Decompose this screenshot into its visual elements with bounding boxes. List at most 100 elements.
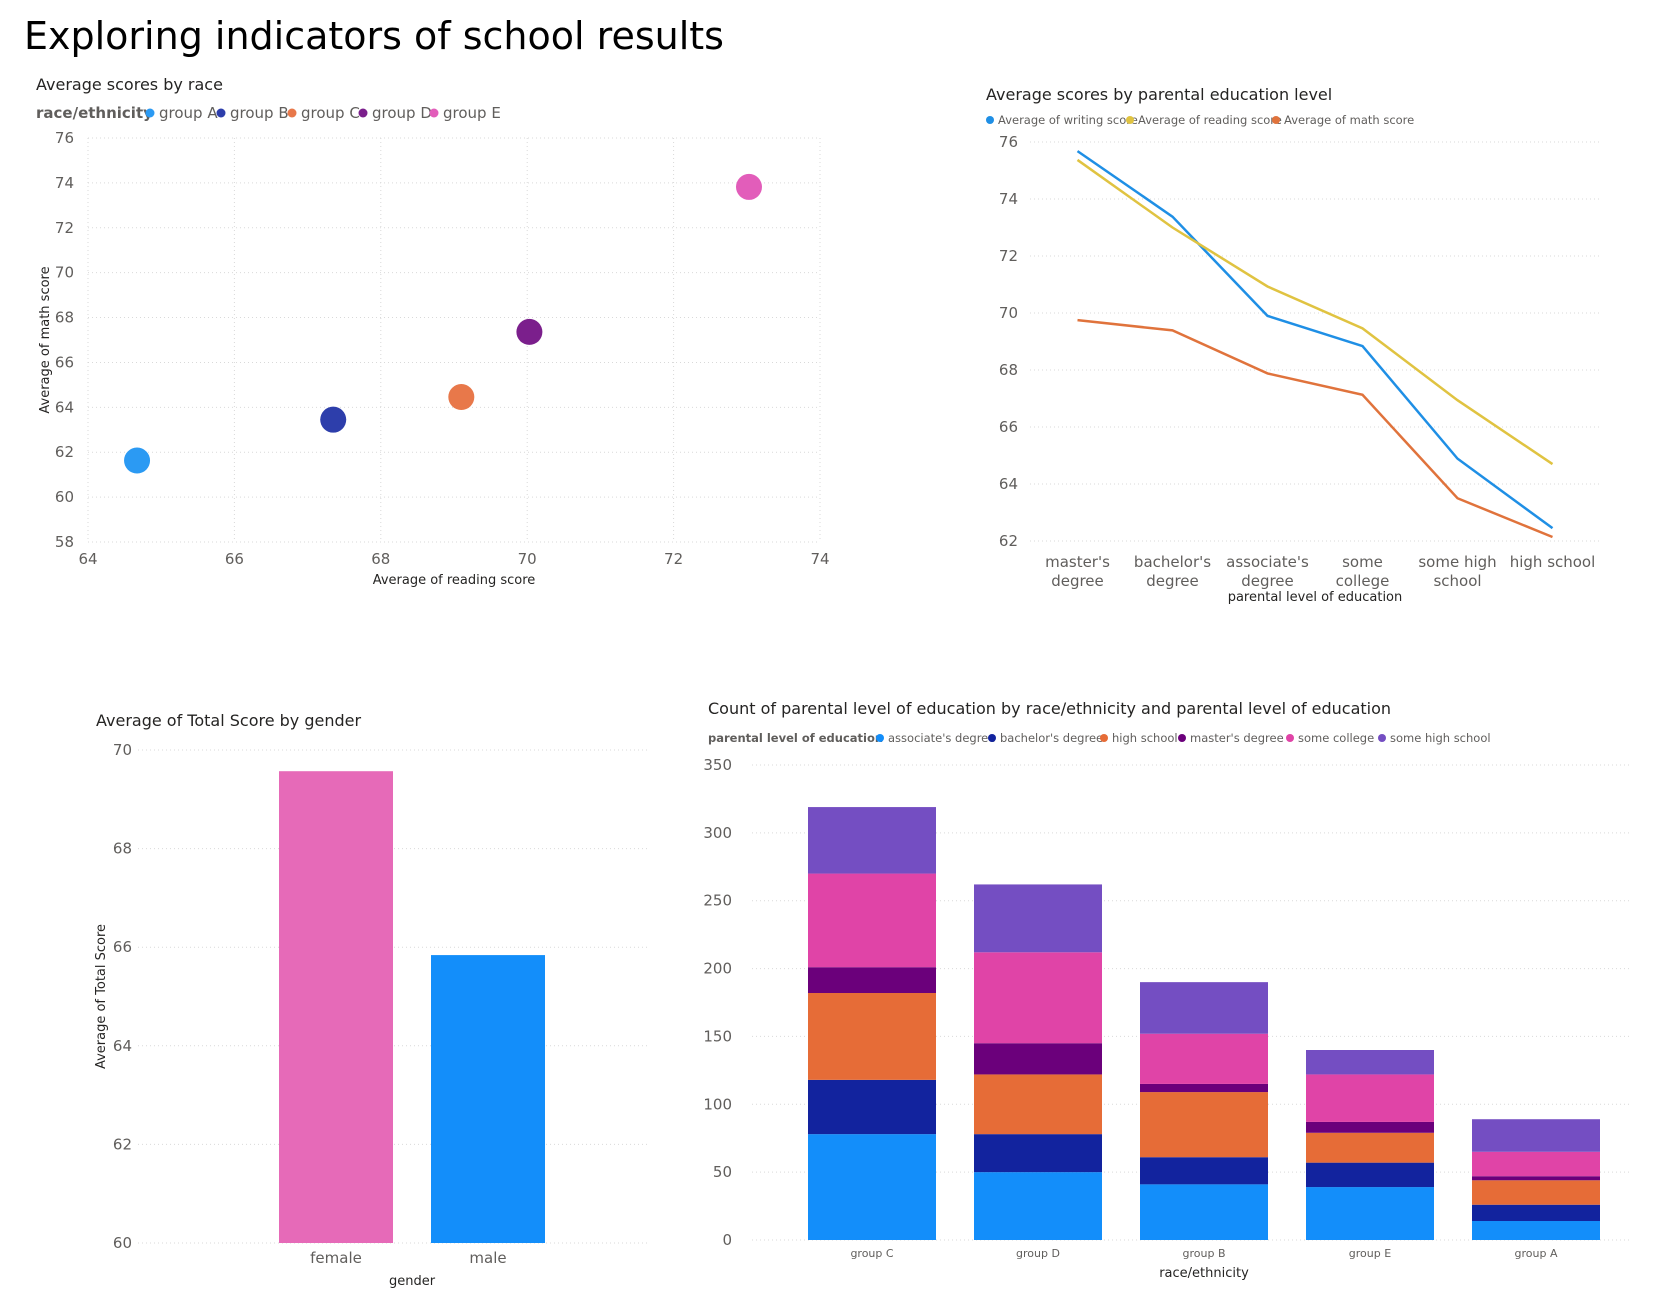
bar-title: Average of Total Score by gender bbox=[96, 711, 362, 730]
scatter-point-group-e bbox=[735, 173, 762, 200]
scatter-chart: Average scores by race race/ethnicity grou… bbox=[36, 75, 830, 588]
legend-label-average-of-reading-score: Average of reading score bbox=[1138, 113, 1282, 127]
legend-marker-bachelor-s-degree bbox=[988, 734, 996, 742]
x-tick-70: 70 bbox=[518, 550, 537, 568]
x-tick-male: male bbox=[469, 1249, 506, 1267]
y-tick-68: 68 bbox=[999, 361, 1018, 379]
stacked-bar-group-d-high-school bbox=[974, 1074, 1102, 1135]
stacked-bar-chart-visual[interactable]: Count of parental level of education by … bbox=[690, 690, 1640, 1290]
stacked-bar-group-b-associate-s-degree bbox=[1140, 1184, 1268, 1240]
legend-marker-group-e bbox=[429, 108, 439, 118]
y-tick-72: 72 bbox=[999, 247, 1018, 265]
stacked-bar-group-a-bachelor-s-degree bbox=[1472, 1204, 1600, 1221]
x-tick-group-e: group E bbox=[1349, 1247, 1391, 1260]
legend-marker-some-high-school bbox=[1378, 734, 1386, 742]
legend-label-group-c: group C bbox=[301, 104, 360, 122]
y-axis-title: Average of math score bbox=[38, 266, 53, 413]
legend-label-group-e: group E bbox=[443, 104, 501, 122]
legend-marker-group-d bbox=[358, 108, 368, 118]
x-tick-group-b: group B bbox=[1183, 1247, 1226, 1260]
x-tick-68: 68 bbox=[371, 550, 390, 568]
y-tick-74: 74 bbox=[55, 174, 74, 192]
line-chart: Average scores by parental education lev… bbox=[986, 85, 1600, 605]
x-tick-some-college-line1: some bbox=[1342, 553, 1383, 571]
x-axis-title: gender bbox=[389, 1274, 436, 1289]
x-tick-associate-s-degree-line1: associate's bbox=[1226, 553, 1309, 571]
legend-label-master-s-degree: master's degree bbox=[1190, 731, 1284, 745]
legend-marker-group-c bbox=[287, 108, 297, 118]
y-tick-64: 64 bbox=[113, 1037, 132, 1055]
legend-marker-high-school bbox=[1100, 734, 1108, 742]
stacked-bar-group-a-high-school bbox=[1472, 1180, 1600, 1205]
x-tick-72: 72 bbox=[664, 550, 683, 568]
legend-label-group-b: group B bbox=[230, 104, 289, 122]
y-tick-350: 350 bbox=[703, 756, 732, 774]
y-axis-title: Average of Total Score bbox=[94, 924, 109, 1069]
y-tick-66: 66 bbox=[999, 418, 1018, 436]
line-chart-visual[interactable]: Average scores by parental education lev… bbox=[980, 80, 1620, 650]
stacked-bar-group-b-some-high-school bbox=[1140, 982, 1268, 1034]
stacked-bar-group-d-associate-s-degree bbox=[974, 1172, 1102, 1240]
legend-label-high-school: high school bbox=[1112, 731, 1178, 745]
x-axis-title: race/ethnicity bbox=[1159, 1266, 1249, 1281]
y-tick-72: 72 bbox=[55, 219, 74, 237]
x-tick-bachelor-s-degree-line1: bachelor's bbox=[1134, 553, 1211, 571]
stacked-bar-group-d-some-high-school bbox=[974, 884, 1102, 953]
y-tick-70: 70 bbox=[55, 264, 74, 282]
series-line-average-of-math-score bbox=[1077, 318, 1553, 539]
stacked-bar-group-e-some-college bbox=[1306, 1074, 1434, 1122]
stacked-bar-group-d-some-college bbox=[974, 952, 1102, 1044]
legend-label-bachelor-s-degree: bachelor's degree bbox=[1000, 731, 1103, 745]
stacked-bar-group-c-some-college bbox=[808, 873, 936, 968]
scatter-title: Average scores by race bbox=[36, 75, 223, 94]
x-tick-master-s-degree-line1: master's bbox=[1045, 553, 1110, 571]
y-tick-200: 200 bbox=[703, 960, 732, 978]
y-tick-300: 300 bbox=[703, 824, 732, 842]
y-tick-70: 70 bbox=[113, 741, 132, 759]
scatter-point-group-a bbox=[124, 447, 151, 474]
stacked-bar-group-c-some-high-school bbox=[808, 807, 936, 874]
y-tick-70: 70 bbox=[999, 304, 1018, 322]
bar-chart-visual[interactable]: Average of Total Score by gender 60 62 64 66… bbox=[90, 700, 660, 1290]
scatter-chart-visual[interactable]: Average scores by race race/ethnicity grou… bbox=[30, 70, 870, 630]
y-tick-62: 62 bbox=[999, 532, 1018, 550]
page-title: Exploring indicators of school results bbox=[24, 14, 724, 58]
bar-chart: Average of Total Score by gender 60 62 64 66… bbox=[94, 711, 650, 1289]
x-tick-bachelor-s-degree-line2: degree bbox=[1146, 572, 1199, 590]
y-tick-62: 62 bbox=[55, 443, 74, 461]
y-tick-74: 74 bbox=[999, 190, 1018, 208]
y-tick-0: 0 bbox=[722, 1231, 732, 1249]
y-tick-50: 50 bbox=[713, 1163, 732, 1181]
series-line-average-of-reading-score bbox=[1076, 158, 1554, 466]
stacked-bar-chart: Count of parental level of education by … bbox=[703, 699, 1632, 1281]
stacked-bar-group-e-associate-s-degree bbox=[1306, 1187, 1434, 1240]
bar-female bbox=[279, 771, 393, 1243]
x-tick-associate-s-degree-line2: degree bbox=[1241, 572, 1294, 590]
bar-male bbox=[431, 955, 545, 1243]
scatter-point-group-d bbox=[516, 318, 543, 345]
legend-label-average-of-math-score: Average of math score bbox=[1284, 113, 1414, 127]
legend-label-associate-s-degree: associate's degree bbox=[888, 731, 995, 745]
legend-label-some-high-school: some high school bbox=[1390, 731, 1491, 745]
x-axis-title: parental level of education bbox=[1228, 590, 1403, 605]
stacked-bar-group-a-associate-s-degree bbox=[1472, 1221, 1600, 1240]
stacked-bar-group-a-some-high-school bbox=[1472, 1119, 1600, 1152]
x-tick-64: 64 bbox=[78, 550, 97, 568]
y-tick-76: 76 bbox=[999, 133, 1018, 151]
y-tick-60: 60 bbox=[113, 1234, 132, 1252]
legend-marker-master-s-degree bbox=[1178, 734, 1186, 742]
stacked-bar-group-d-bachelor-s-degree bbox=[974, 1134, 1102, 1173]
legend-marker-average-of-writing-score bbox=[986, 116, 994, 124]
legend-label-average-of-writing-score: Average of writing score bbox=[998, 113, 1138, 127]
x-tick-66: 66 bbox=[225, 550, 244, 568]
legend-marker-some-college bbox=[1286, 734, 1294, 742]
stacked-bar-group-b-master-s-degree bbox=[1140, 1083, 1268, 1093]
x-tick-master-s-degree-line2: degree bbox=[1051, 572, 1104, 590]
stacked-bar-group-a-master-s-degree bbox=[1472, 1176, 1600, 1181]
x-tick-group-d: group D bbox=[1016, 1247, 1060, 1260]
y-tick-64: 64 bbox=[55, 398, 74, 416]
stacked-bar-group-e-some-high-school bbox=[1306, 1050, 1434, 1075]
x-tick-some-high-school-line1: some high bbox=[1418, 553, 1496, 571]
stacked-bar-group-c-bachelor-s-degree bbox=[808, 1079, 936, 1135]
stacked-bar-group-b-some-college bbox=[1140, 1033, 1268, 1084]
